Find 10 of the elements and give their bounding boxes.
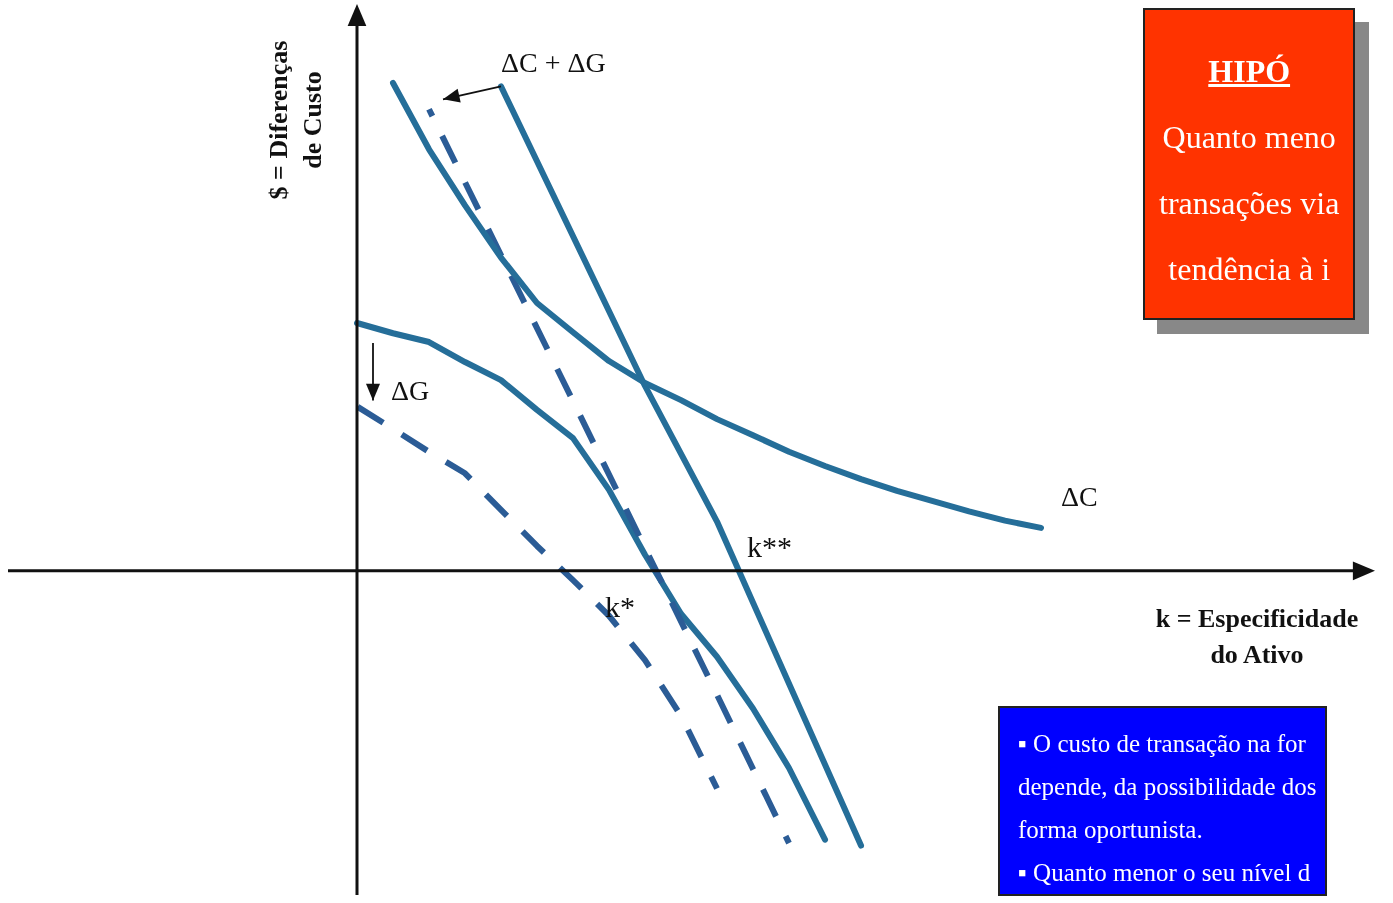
text-box: ▪ O custo de transação na for depende, da possibilidade dos forma oportunista. ▪ Quanto menor o seu nível d	[998, 706, 1327, 896]
annotation: ▪ O custo de transação na for depende, da possibilidade dos forma oportunista. ▪ Quanto menor o seu nível d	[1018, 729, 1317, 888]
series-label: ΔG	[391, 375, 430, 407]
y-axis-title: $ = Diferenças de Custo	[264, 40, 327, 200]
annotation: k**	[747, 529, 792, 563]
x-axis-title: k = Especificidade do Ativo	[1155, 603, 1359, 669]
series-label: ΔC	[1061, 480, 1098, 512]
annotation: k*	[605, 589, 635, 623]
annotation: HIPÓ Quanto meno transações via tendência à i	[1159, 52, 1340, 289]
series-label: ΔC + ΔG	[501, 47, 606, 79]
